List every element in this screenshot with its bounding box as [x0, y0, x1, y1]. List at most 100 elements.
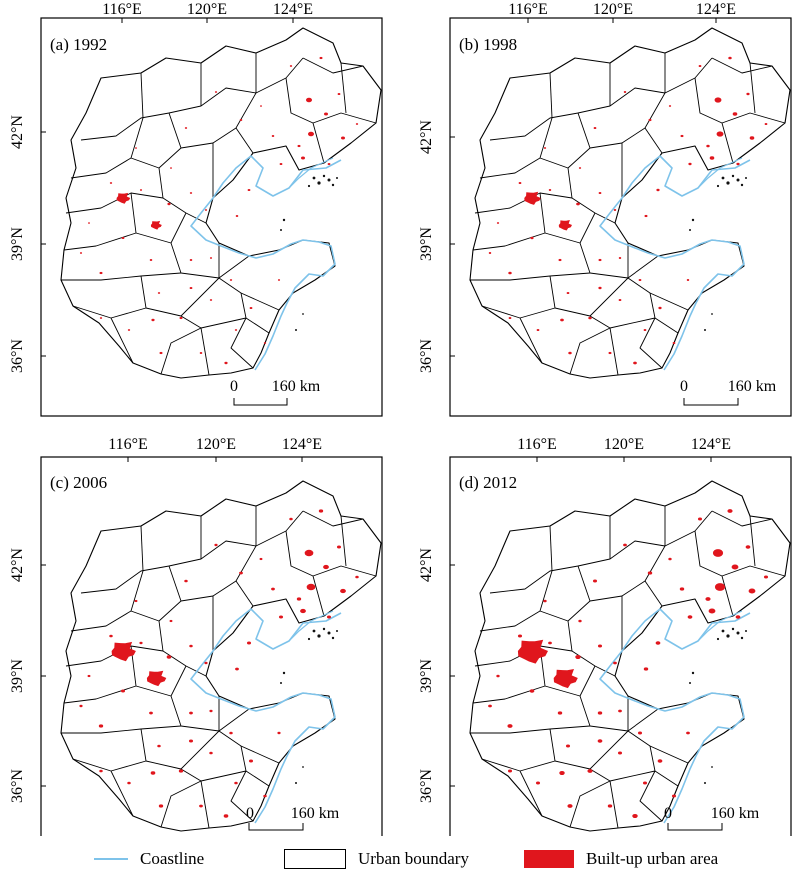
- map-panel-b: [449, 17, 792, 417]
- built-up-patch: [178, 769, 184, 773]
- legend-built-up: Built-up urban area: [524, 846, 718, 872]
- lon-tick-c-116: 116°E: [108, 436, 148, 453]
- built-up-patch: [247, 188, 251, 192]
- lat-tick-c-36: 36°N: [9, 769, 26, 803]
- built-up-patch: [189, 644, 193, 648]
- built-up-patch: [507, 769, 513, 773]
- built-up-patch: [239, 119, 243, 121]
- built-up-patch: [355, 123, 359, 125]
- built-up-patch: [488, 252, 492, 254]
- built-up-patch: [709, 156, 715, 160]
- built-up-patch: [279, 162, 283, 166]
- scale-bar-b: 0 160 km: [680, 378, 777, 406]
- built-up-patch: [668, 557, 672, 561]
- built-up-patch: [340, 588, 346, 594]
- lat-tick-a-36: 36°N: [9, 339, 26, 373]
- built-up-patch: [688, 162, 692, 166]
- built-up-patch: [169, 619, 173, 623]
- built-up-patch: [714, 97, 722, 103]
- built-up-patch: [488, 704, 492, 708]
- built-up-patch: [204, 209, 208, 211]
- built-up-patch: [157, 744, 161, 748]
- lon-tick-c-124: 124°E: [282, 436, 322, 453]
- built-up-patch: [248, 759, 254, 763]
- lat-tick-a-39: 39°N: [9, 227, 26, 261]
- built-up-patch: [318, 509, 324, 513]
- built-up-patch: [149, 711, 153, 715]
- built-up-patch: [323, 564, 329, 570]
- panel-label-b: (b) 1998: [459, 35, 517, 54]
- built-up-patch: [517, 634, 523, 638]
- built-up-patch: [566, 291, 570, 295]
- lon-tick-a-116: 116°E: [102, 1, 142, 18]
- built-up-patch: [686, 731, 690, 735]
- built-up-patch: [638, 278, 642, 282]
- built-up-patch: [643, 667, 649, 671]
- built-up-patch: [355, 575, 359, 579]
- built-up-patch: [189, 259, 193, 261]
- lat-tick-d-36: 36°N: [418, 769, 435, 803]
- built-up-patch: [289, 517, 293, 521]
- built-up-patch: [647, 571, 653, 575]
- legend-urban-boundary: Urban boundary: [284, 846, 469, 872]
- built-up-patch: [79, 704, 83, 708]
- lon-tick-c-120: 120°E: [196, 436, 236, 453]
- built-up-patch: [109, 634, 113, 638]
- built-up-patch: [578, 619, 582, 623]
- lat-tick-a-42: 42°N: [9, 115, 26, 149]
- built-up-patch: [746, 92, 750, 96]
- built-up-patch: [708, 608, 716, 614]
- built-up-patch: [543, 599, 547, 603]
- lon-tick-a-124: 124°E: [273, 1, 313, 18]
- built-up-patch: [277, 279, 281, 281]
- built-up-patch: [565, 744, 571, 748]
- built-up-patch: [705, 597, 711, 601]
- built-up-patch: [170, 167, 172, 169]
- built-up-patch: [648, 118, 652, 122]
- built-up-patch: [296, 597, 302, 601]
- built-up-patch: [731, 564, 739, 570]
- metro-built-up-area: [517, 639, 548, 664]
- built-up-patch: [235, 215, 239, 217]
- built-up-patch: [271, 135, 275, 137]
- scale-start-b: 0: [680, 378, 688, 395]
- built-up-patch: [618, 257, 622, 259]
- built-up-patch: [508, 316, 512, 320]
- built-up-patch: [234, 329, 238, 331]
- built-up-patch: [229, 279, 233, 281]
- built-up-patch: [697, 517, 703, 521]
- built-up-patch: [99, 769, 103, 773]
- built-up-patch: [214, 91, 218, 93]
- built-up-patch: [87, 674, 91, 678]
- built-up-patch: [576, 202, 580, 206]
- built-up-patch: [592, 579, 598, 583]
- built-up-patch: [88, 222, 90, 224]
- built-up-patch: [166, 655, 172, 659]
- built-up-patch: [593, 126, 597, 130]
- built-up-patch: [712, 549, 724, 557]
- built-up-patch: [98, 724, 104, 728]
- built-up-patch: [300, 608, 306, 614]
- built-up-patch: [79, 252, 83, 254]
- panel-label-c: (c) 2006: [50, 473, 107, 492]
- built-up-patch: [671, 794, 677, 798]
- built-up-patch: [121, 236, 125, 240]
- built-up-patch: [209, 709, 213, 713]
- map-panel-a: [40, 17, 383, 417]
- built-up-patch: [151, 318, 155, 322]
- built-up-patch: [304, 549, 314, 557]
- built-up-patch: [658, 306, 662, 310]
- built-up-patch: [543, 147, 547, 149]
- built-up-patch: [139, 641, 143, 645]
- built-up-patch: [568, 351, 572, 355]
- built-up-patch: [672, 341, 676, 345]
- built-up-patch: [135, 147, 137, 149]
- built-up-patch: [127, 329, 131, 331]
- built-up-patch: [199, 352, 203, 354]
- built-up-patch: [179, 316, 183, 320]
- lat-tick-d-42: 42°N: [418, 548, 435, 582]
- lat-tick-c-39: 39°N: [9, 659, 26, 693]
- scale-start-a: 0: [230, 378, 238, 395]
- built-up-patch: [260, 105, 262, 107]
- built-up-patch: [301, 156, 305, 160]
